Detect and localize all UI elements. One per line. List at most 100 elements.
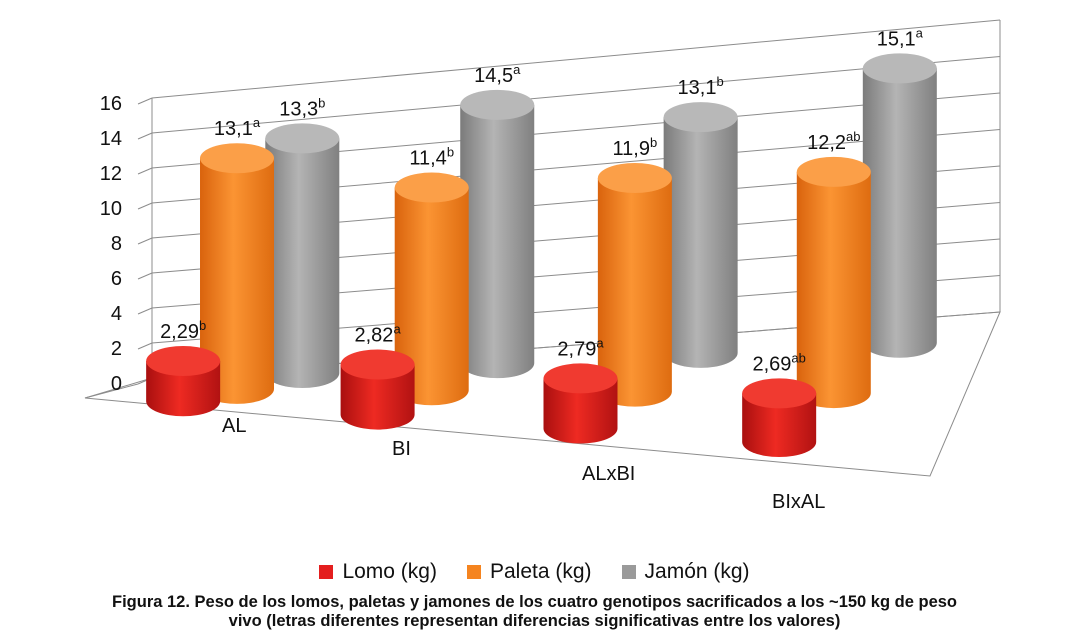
caption-line-2: vivo (letras diferentes representan dife… <box>228 612 841 630</box>
y-tick-label: 4 <box>111 303 122 325</box>
cylinder-top <box>146 346 221 377</box>
y-tick-label: 2 <box>111 338 122 360</box>
y-tick-label: 0 <box>111 373 122 395</box>
cylinder-top <box>543 363 618 394</box>
cylinder-body <box>460 104 535 379</box>
cylinder-top <box>200 143 275 174</box>
category-label: AL <box>222 415 246 437</box>
cylinder-body <box>394 187 469 406</box>
category-label: BI <box>392 438 411 460</box>
data-label-significance: ab <box>846 129 860 144</box>
cylinder-top <box>394 172 469 203</box>
bar-1-3 <box>796 156 871 409</box>
bar-2-0 <box>265 123 340 389</box>
cylinder-body <box>340 364 415 430</box>
bar-0-1 <box>340 349 415 430</box>
gridline <box>151 19 1001 99</box>
y-tick-label: 16 <box>100 93 122 115</box>
y-tick-label: 8 <box>111 233 122 255</box>
data-label: 13,1a <box>214 115 261 140</box>
data-label: 13,1b <box>678 74 724 99</box>
cylinder-top <box>796 156 871 187</box>
bar-2-3 <box>862 53 937 358</box>
legend-item-lomo: Lomo (kg) <box>319 560 437 584</box>
legend: Lomo (kg) Paleta (kg) Jamón (kg) <box>0 559 1069 585</box>
cylinder-body <box>742 393 817 458</box>
side-wall-line <box>137 202 153 210</box>
data-label-value: 13,3 <box>279 98 318 120</box>
cylinder-top <box>265 123 340 154</box>
data-label-significance: a <box>596 335 604 350</box>
legend-label-lomo: Lomo (kg) <box>342 560 437 583</box>
side-wall-base <box>84 383 139 399</box>
legend-swatch-paleta <box>466 565 481 579</box>
bar-2-2 <box>663 102 738 368</box>
data-label-value: 2,29 <box>160 321 199 343</box>
data-label-value: 14,5 <box>474 65 513 87</box>
legend-item-paleta: Paleta (kg) <box>466 560 592 584</box>
legend-label-paleta: Paleta (kg) <box>489 560 592 583</box>
data-label: 2,69ab <box>752 350 805 375</box>
caption-line-1: Figura 12. Peso de los lomos, paletas y … <box>112 593 957 611</box>
data-label: 11,9b <box>613 135 658 160</box>
y-axis-ticks: 0 2 4 6 8 10 12 14 16 <box>100 93 122 395</box>
data-label-value: 2,69 <box>752 353 791 375</box>
cylinder-body <box>265 138 340 389</box>
data-label-significance: b <box>199 318 206 333</box>
cylinder-body <box>663 117 738 368</box>
data-label: 2,82a <box>355 322 402 347</box>
cylinder-body <box>597 177 672 407</box>
side-wall-line <box>137 342 153 350</box>
y-tick-label: 12 <box>100 163 122 185</box>
legend-swatch-lomo <box>319 565 334 579</box>
cylinder-top <box>862 53 937 84</box>
cylinder-body <box>200 158 275 404</box>
bar-2-1 <box>460 89 535 379</box>
data-label: 11,4b <box>409 145 454 170</box>
data-label-significance: b <box>716 74 723 89</box>
data-label: 14,5a <box>474 62 521 87</box>
gridline <box>151 56 1001 134</box>
bars <box>146 53 937 458</box>
category-label: BIxAL <box>772 491 825 513</box>
data-label: 13,3b <box>279 95 325 120</box>
data-label-significance: a <box>916 25 924 40</box>
cylinder-body <box>862 68 937 358</box>
y-tick-label: 10 <box>100 198 122 220</box>
data-label-significance: b <box>318 95 325 110</box>
cylinder-top <box>597 162 672 193</box>
bar-1-1 <box>394 172 469 406</box>
data-label-significance: a <box>393 322 401 337</box>
bar-1-2 <box>597 162 672 407</box>
bar-0-2 <box>543 363 618 444</box>
figure-caption: Figura 12. Peso de los lomos, paletas y … <box>20 593 1049 631</box>
data-label-significance: b <box>650 135 657 150</box>
data-label: 2,29b <box>160 318 206 343</box>
y-tick-label: 14 <box>100 128 122 150</box>
side-wall-line <box>137 272 153 280</box>
legend-swatch-jamon <box>621 565 636 579</box>
data-label: 12,2ab <box>807 129 860 154</box>
data-label-value: 11,9 <box>613 138 650 160</box>
side-wall-line <box>137 97 153 105</box>
legend-item-jamon: Jamón (kg) <box>621 560 750 584</box>
cylinder-body <box>146 361 221 417</box>
cylinder-body <box>543 378 618 444</box>
data-label-significance: b <box>447 145 454 160</box>
cylinder-top <box>742 378 817 409</box>
data-label-significance: a <box>253 115 261 130</box>
side-wall-line <box>137 237 153 245</box>
data-label: 2,79a <box>557 335 604 360</box>
legend-label-jamon: Jamón (kg) <box>644 560 750 583</box>
side-wall-line <box>137 167 153 175</box>
cylinder-top <box>340 349 415 380</box>
data-label-value: 2,79 <box>557 338 596 360</box>
bar-1-0 <box>200 143 275 404</box>
cylinder-top <box>663 102 738 133</box>
side-wall-line <box>137 132 153 140</box>
bar-0-0 <box>146 346 221 417</box>
cylinder-top <box>460 89 535 120</box>
side-wall-line <box>137 307 153 315</box>
